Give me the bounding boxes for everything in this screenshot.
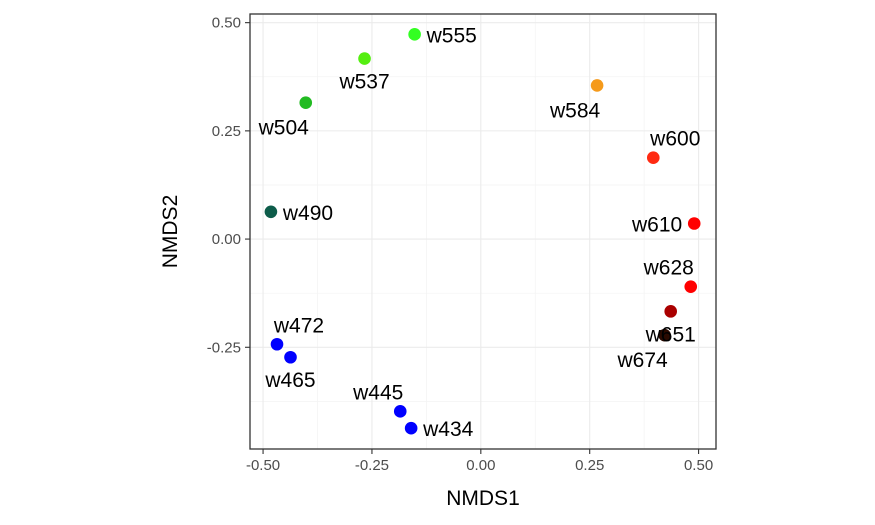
point-w600 (646, 151, 660, 165)
point-label-w445: w445 (352, 381, 403, 404)
point-label-w465: w465 (264, 369, 315, 392)
point-label-w472: w472 (273, 314, 324, 337)
point-label-w610: w610 (631, 213, 682, 236)
point-label-w600: w600 (649, 128, 700, 151)
point-label-w537: w537 (338, 71, 389, 94)
point-w490 (264, 205, 278, 219)
point-w445 (393, 405, 407, 418)
point-label-w628: w628 (643, 257, 694, 280)
point-label-w674: w674 (617, 349, 669, 372)
x-tick-label: 0.50 (684, 457, 713, 474)
point-label-w434: w434 (422, 418, 474, 441)
y-tick-label: 0.00 (212, 231, 241, 248)
y-tick-label: 0.25 (212, 123, 241, 140)
point-w555 (408, 28, 421, 41)
x-tick-label: 0.25 (575, 457, 604, 474)
axes: -0.50 -0.25 0.00 0.25 0.50 -0.25 0.00 0.25 0.50 (207, 15, 713, 474)
point-w628 (684, 280, 698, 293)
point-w434 (404, 421, 418, 435)
plot-panel (250, 14, 716, 449)
y-tick-label: -0.25 (207, 339, 241, 356)
point-w584 (590, 79, 604, 92)
point-w610 (687, 217, 701, 230)
y-tick-label: 0.50 (212, 15, 241, 32)
x-tick-label: -0.25 (355, 457, 389, 474)
point-labels: w555 w537 w504 w584 w600 w490 w610 w628 w651 w674… (258, 24, 701, 441)
point-label-w555: w555 (426, 24, 477, 47)
point-label-w584: w584 (549, 99, 601, 122)
point-w674 (658, 328, 671, 342)
plot-border (249, 13, 717, 450)
point-w465 (284, 350, 297, 364)
x-axis-title: NMDS1 (446, 487, 520, 510)
x-tick-label: -0.50 (246, 457, 280, 474)
point-label-w651: w651 (645, 323, 696, 346)
gridlines (250, 14, 716, 449)
point-w504 (299, 96, 313, 110)
point-label-w490: w490 (282, 202, 333, 225)
x-tick-label: 0.00 (466, 457, 495, 474)
y-axis-title: NMDS2 (159, 195, 182, 269)
panel-background (250, 14, 716, 449)
point-w651 (664, 305, 678, 318)
point-w472 (270, 337, 284, 351)
data-points (264, 28, 701, 435)
point-w537 (358, 52, 371, 65)
point-label-w504: w504 (258, 117, 310, 140)
panel-border-rect (249, 13, 717, 450)
